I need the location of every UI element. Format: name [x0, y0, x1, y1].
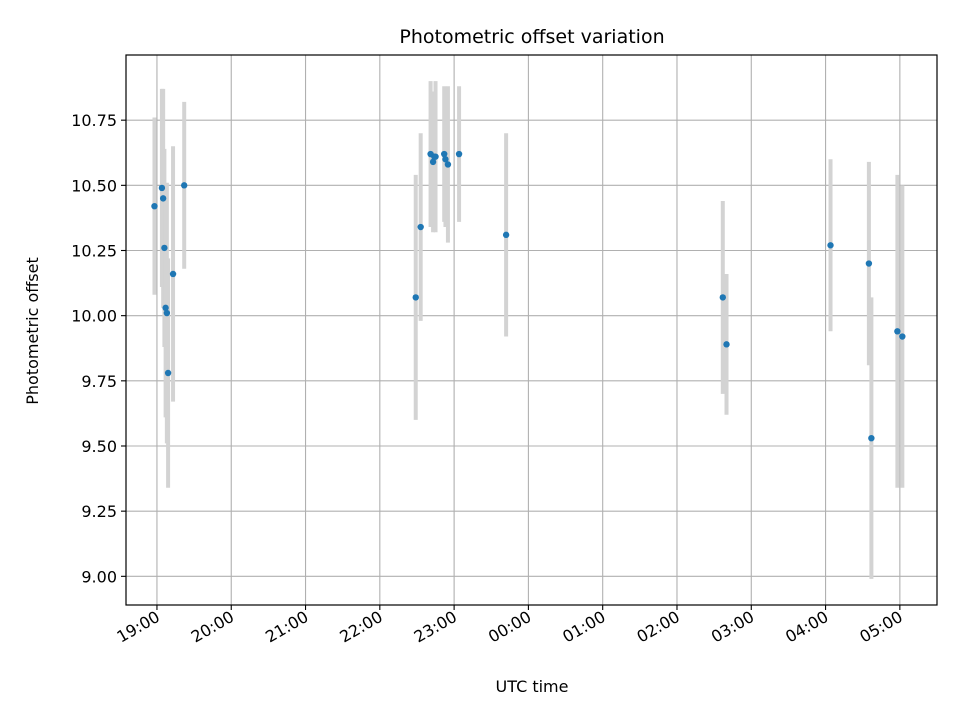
y-tick-label: 10.25: [71, 241, 117, 260]
data-point: [158, 184, 166, 192]
y-tick-label: 9.75: [81, 372, 117, 391]
data-point: [429, 158, 437, 166]
data-point: [180, 182, 188, 189]
data-point: [417, 223, 424, 231]
data-point: [432, 153, 439, 160]
data-point: [441, 150, 448, 158]
data-point: [719, 294, 726, 301]
y-tick-label: 10.00: [71, 307, 117, 326]
y-axis-label: Photometric offset: [23, 257, 42, 405]
data-point: [723, 341, 730, 348]
x-axis-label: UTC time: [496, 677, 569, 696]
data-point: [169, 270, 177, 278]
data-point: [442, 156, 449, 163]
data-point: [502, 231, 510, 239]
data-point: [827, 242, 834, 249]
data-point: [151, 202, 158, 210]
data-point: [455, 150, 463, 158]
data-point: [162, 304, 169, 312]
data-point: [865, 260, 873, 267]
data-points: [151, 150, 906, 442]
y-tick-label: 9.00: [81, 567, 117, 586]
plot-frame: [125, 54, 938, 606]
y-axis-ticks: 9.00 9.25 9.50 9.75 10.00 10.25 10.50 10.75: [71, 111, 126, 586]
data-point: [163, 309, 171, 317]
y-tick-label: 10.75: [71, 111, 117, 130]
data-point: [159, 195, 167, 202]
data-point: [894, 328, 901, 335]
data-point: [868, 434, 875, 442]
data-point: [412, 294, 419, 301]
data-point: [164, 369, 172, 377]
chart-title: Photometric offset variation: [399, 26, 664, 48]
data-point: [444, 161, 452, 168]
data-point: [161, 244, 168, 252]
y-tick-label: 9.25: [81, 502, 117, 521]
data-point: [899, 333, 906, 340]
y-tick-label: 10.50: [71, 176, 117, 195]
y-tick-label: 9.50: [81, 437, 117, 456]
